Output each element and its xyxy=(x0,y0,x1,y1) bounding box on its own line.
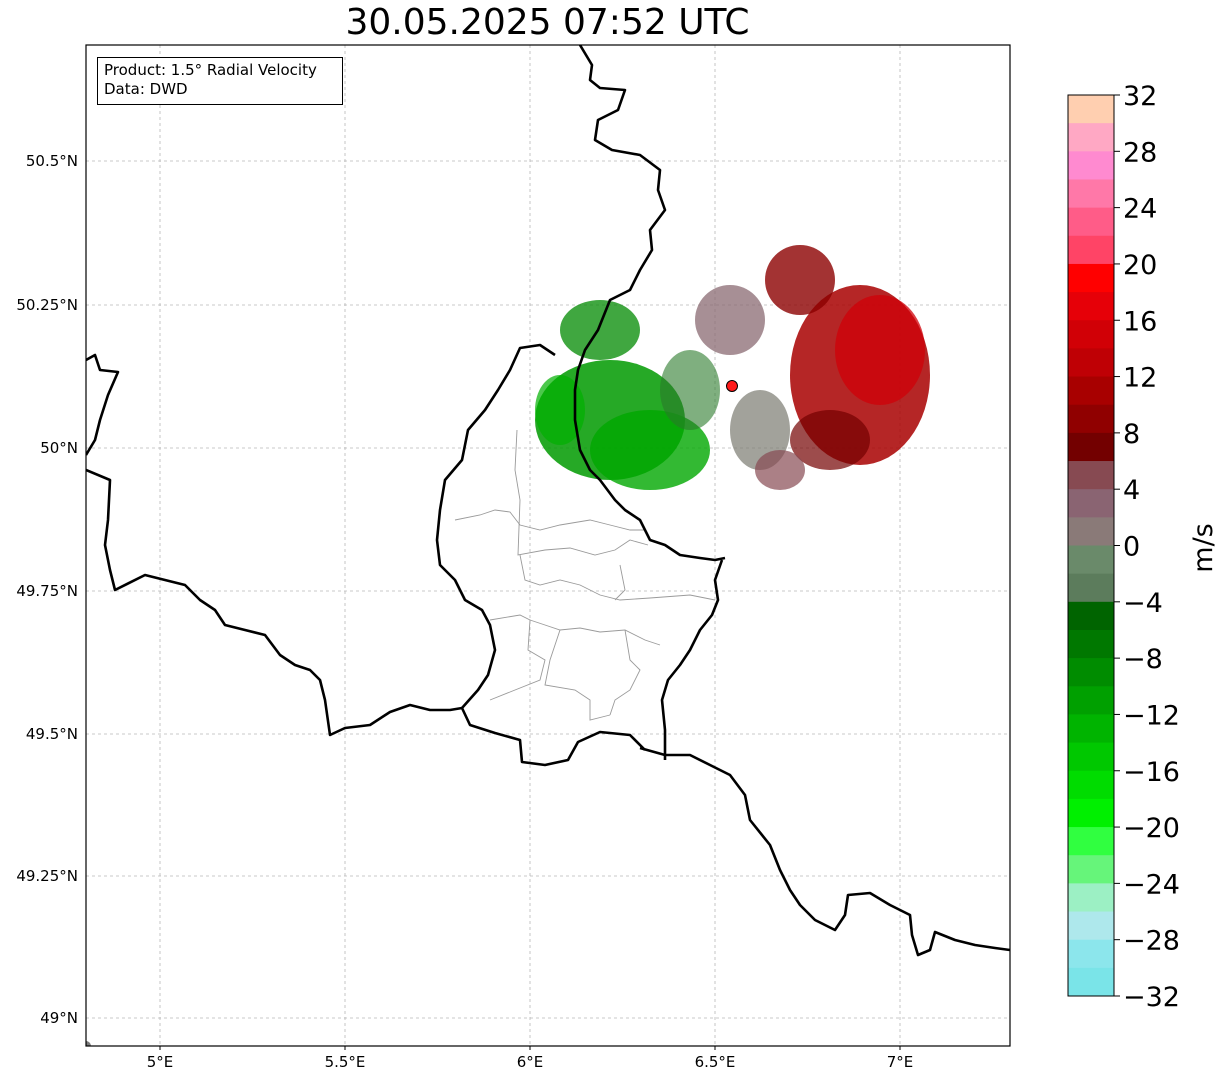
product-label: Product: 1.5° Radial Velocity xyxy=(104,61,317,79)
x-tick-label: 5°E xyxy=(147,1053,174,1071)
country-borders xyxy=(86,45,1010,957)
map-frame xyxy=(85,44,1011,1047)
x-tick-label: 6°E xyxy=(517,1053,544,1071)
y-tick-label: 50°N xyxy=(40,439,78,457)
radar-velocity-field xyxy=(535,245,930,490)
corner-artifact xyxy=(86,1041,91,1046)
x-tick-label: 6.5°E xyxy=(695,1053,736,1071)
x-tick-label: 7°E xyxy=(887,1053,914,1071)
y-tick-label: 50.25°N xyxy=(16,296,78,314)
gridlines xyxy=(86,45,1010,1046)
y-tick-label: 49.75°N xyxy=(16,582,78,600)
x-tick-label: 5.5°E xyxy=(325,1053,366,1071)
radar-site-marker xyxy=(726,380,738,392)
data-source-label: Data: DWD xyxy=(104,80,188,98)
y-tick-label: 49.5°N xyxy=(26,725,78,743)
y-tick-label: 49°N xyxy=(40,1009,78,1027)
luxembourg-cantons xyxy=(454,429,716,721)
x-axis-labels: 5°E 5.5°E 6°E 6.5°E 7°E xyxy=(147,1053,914,1071)
tick-marks xyxy=(159,1046,901,1050)
y-tick-label: 49.25°N xyxy=(16,867,78,885)
product-info-box: Product: 1.5° Radial Velocity Data: DWD xyxy=(97,57,343,105)
y-axis-labels: 49°N 49.25°N 49.5°N 49.75°N 50°N 50.25°N… xyxy=(16,152,78,1027)
map-title: 30.05.2025 07:52 UTC xyxy=(345,2,750,43)
y-tick-label: 50.5°N xyxy=(26,152,78,170)
